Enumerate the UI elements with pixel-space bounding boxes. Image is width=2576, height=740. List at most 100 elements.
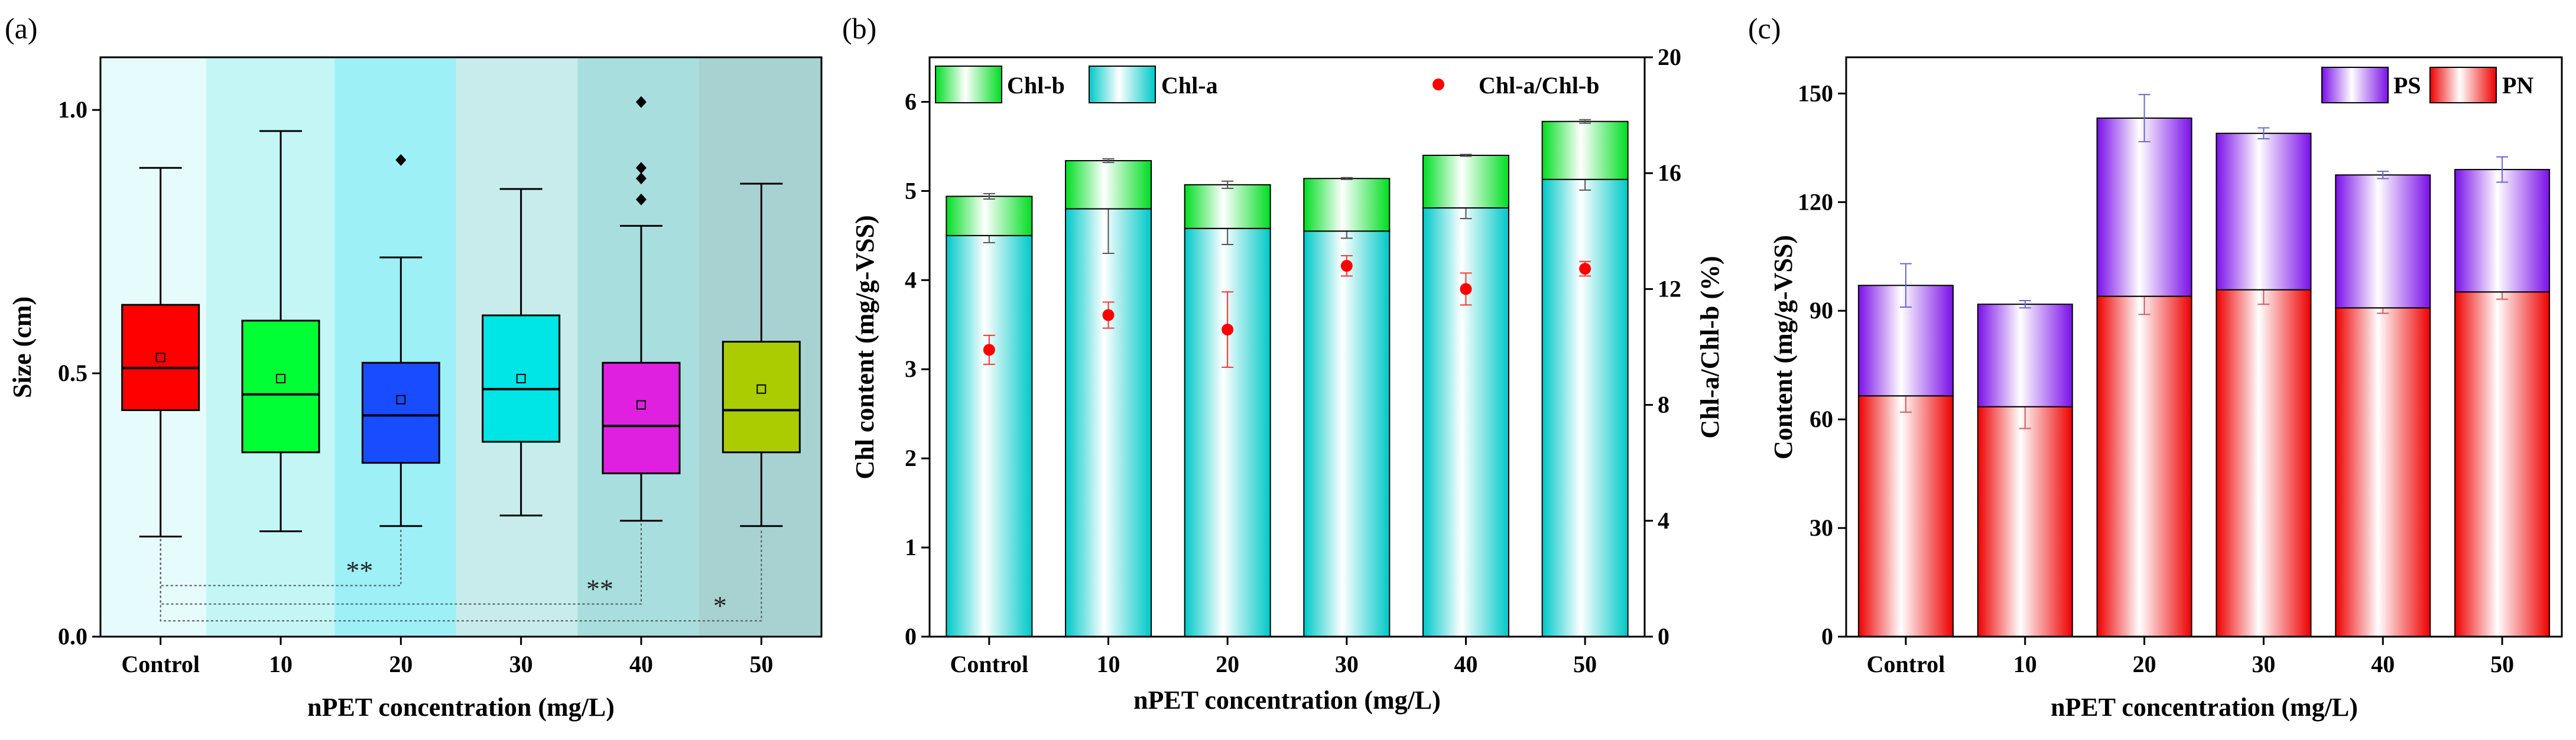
mean-marker-30 [516,374,526,384]
significance-label-20: ** [346,555,373,585]
ratio-point-50 [1579,263,1591,275]
x-tick-label-10: 10 [1097,651,1120,677]
panel-b-label: (b) [842,12,876,45]
panel-c-label: (c) [1748,12,1781,45]
legend-chla-label: Chl-a [1161,72,1218,99]
panel-c: 0 30 60 90 120 150 Control 10 20 30 40 50 PS PN (c)… [1748,12,2563,722]
x-tick-label-30: 30 [2252,651,2275,677]
x-tick-label-30: 30 [509,651,533,677]
bar-Chl-b-40 [1422,155,1509,209]
ratio-point-Control [983,344,995,356]
background-band-20 [334,57,456,637]
panel-b-ylabel: Chl content (mg/g-VSS) [850,215,879,479]
outlier-40-2 [636,162,647,174]
bar-PS-30 [2216,132,2312,291]
bar-Chl-a-10 [1065,208,1152,638]
y-tick-label-120: 120 [1798,188,1833,215]
panel-c-legend: PS PN [2321,67,2533,103]
y-tick-label-3: 3 [905,356,917,382]
bar-PS-50 [2454,169,2551,293]
legend-pn-label: PN [2502,72,2533,99]
y2-tick-label-4: 4 [1658,507,1669,534]
bar-PS-40 [2335,174,2431,309]
panel-a-frame [99,56,823,638]
background-band-40 [577,57,699,637]
y-tick-label-1.0: 1.0 [58,96,87,123]
ratio-point-20 [1222,324,1234,336]
x-tick-label-30: 30 [1335,651,1359,677]
mean-marker-10 [276,374,285,384]
panel-b-frame [928,56,1646,638]
y2-tick-label-8: 8 [1658,392,1669,418]
x-tick-label-20: 20 [2133,651,2156,677]
x-tick-label-50: 50 [2490,651,2514,677]
y-tick-label-5: 5 [905,177,917,204]
mean-marker-20 [396,395,406,405]
outlier-40-1 [636,172,647,185]
box-40 [602,361,681,475]
legend-chla-swatch [1089,66,1156,103]
ratio-point-40 [1460,283,1472,295]
y-tick-label-90: 90 [1810,297,1833,324]
y-tick-label-60: 60 [1810,406,1833,432]
x-tick-label-10: 10 [2013,651,2037,677]
bar-Chl-a-20 [1184,227,1271,638]
y-tick-label-150: 150 [1798,80,1833,106]
panel-b-xlabel: nPET concentration (mg/L) [1133,686,1441,715]
legend-ps-label: PS [2393,72,2421,99]
y2-tick-label-12: 12 [1658,275,1681,302]
outlier-40-0 [636,193,647,206]
outlier-40-3 [636,96,647,108]
panel-a-xlabel: nPET concentration (mg/L) [307,693,615,722]
y-tick-label-4: 4 [905,266,917,293]
significance-bracket-50 [160,528,762,622]
bar-Chl-b-20 [1184,184,1271,229]
legend-pn-swatch [2429,67,2497,103]
panel-c-frame [1845,56,2563,638]
y2-tick-label-20: 20 [1658,44,1681,70]
panel-a-ylabel: Size (cm) [8,296,37,398]
y2-tick-label-16: 16 [1658,159,1681,186]
box-50 [722,341,801,454]
legend-chlb-label: Chl-b [1007,72,1065,99]
bar-PN-10 [1977,406,2073,638]
ratio-point-10 [1102,309,1115,321]
outlier-20-0 [395,154,407,166]
bar-PN-50 [2454,291,2551,637]
bar-PS-20 [2096,118,2192,297]
x-tick-label-10: 10 [269,651,293,677]
bar-Chl-a-Control [946,234,1033,638]
y-tick-label-0: 0 [905,623,917,650]
panel-a-label: (a) [5,12,38,45]
significance-label-50: * [713,591,727,621]
legend-ratio-label: Chl-a/Chl-b [1479,72,1600,99]
box-10 [241,320,320,454]
bar-Chl-a-40 [1422,207,1509,637]
mean-marker-Control [155,353,165,363]
ratio-point-30 [1340,260,1353,272]
x-tick-label-Control: Control [121,651,200,677]
bar-Chl-b-10 [1065,160,1152,210]
significance-label-40: ** [586,574,613,604]
legend-ps-swatch [2321,67,2389,103]
bar-PN-20 [2096,295,2192,638]
bar-Chl-b-50 [1541,120,1629,180]
y2-tick-label-0: 0 [1658,623,1669,650]
y-tick-label-30: 30 [1810,514,1833,541]
panel-c-ylabel: Content (mg/g-VSS) [1769,235,1798,459]
bar-Chl-a-30 [1303,230,1391,637]
panel-b-legend: Chl-b Chl-a Chl-a/Chl-b [935,66,1600,103]
mean-marker-50 [756,384,766,394]
y-tick-label-0.0: 0.0 [58,623,87,650]
bar-PN-40 [2335,307,2431,637]
y-tick-label-0: 0 [1821,623,1833,650]
significance-bracket-20 [160,528,402,586]
y-tick-label-0.5: 0.5 [58,360,87,386]
x-tick-label-20: 20 [389,651,412,677]
y-tick-label-2: 2 [905,445,917,471]
bar-PS-10 [1977,304,2073,408]
